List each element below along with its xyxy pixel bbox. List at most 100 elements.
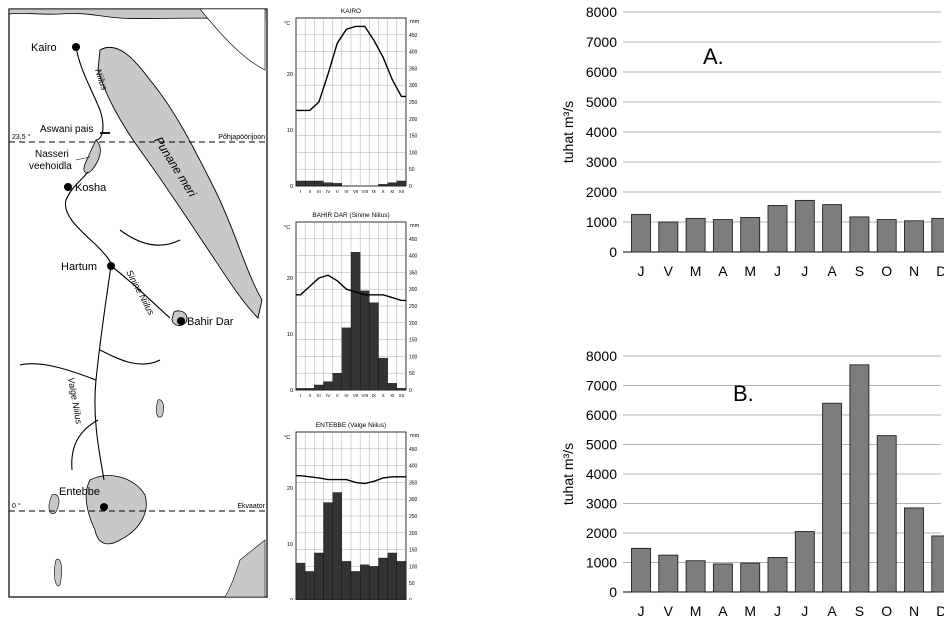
- climate-diagram-1: BAHIR DAR (Sinine Niilus)°C mm05010015020…: [284, 212, 420, 398]
- discharge-bar-1-3: [712, 563, 733, 593]
- climate-right-tick-0-3: 150: [409, 134, 418, 140]
- precip-bar-1-8: [369, 302, 379, 391]
- lake-nasser: [83, 139, 101, 174]
- climate-right-tick-1-0: 0: [409, 388, 412, 394]
- discharge-month-0-11: D: [936, 263, 944, 279]
- climate-right-tick-0-4: 200: [409, 117, 418, 123]
- precip-bar-0-2: [314, 180, 324, 187]
- discharge-ytick-1-3: 3000: [586, 496, 617, 512]
- nile-river-upper: [75, 46, 104, 141]
- precip-bar-0-10: [387, 182, 397, 187]
- climate-right-tick-1-3: 150: [409, 338, 418, 344]
- discharge-ytick-0-0: 0: [609, 244, 617, 260]
- climate-left-tick-0-1: 10: [287, 128, 293, 134]
- precip-bar-2-2: [314, 552, 324, 600]
- climate-right-tick-1-7: 350: [409, 270, 418, 276]
- climate-right-tick-1-1: 50: [409, 371, 415, 377]
- climate-month-1-9: X: [382, 393, 385, 398]
- discharge-month-1-4: M: [744, 603, 756, 619]
- discharge-bar-1-4: [740, 562, 761, 593]
- climate-title-1: BAHIR DAR (Sinine Niilus): [312, 212, 389, 219]
- discharge-bar-1-10: [904, 507, 924, 593]
- climate-left-tick-0-0: 0: [290, 184, 293, 190]
- discharge-bar-1-7: [822, 402, 843, 593]
- discharge-bar-1-6: [794, 531, 815, 593]
- temperature-line-2: [296, 474, 406, 485]
- climate-right-tick-2-3: 150: [409, 548, 418, 554]
- tropic-label: Põhjapöörijoon: [218, 134, 265, 141]
- discharge-bar-0-10: [904, 220, 924, 253]
- discharge-bar-1-9: [876, 435, 897, 593]
- discharge-bar-0-11: [931, 217, 944, 253]
- lake-victoria: [85, 475, 147, 545]
- discharge-bar-0-2: [685, 217, 706, 253]
- climate-right-tick-0-2: 100: [409, 150, 418, 156]
- precip-bar-2-6: [350, 571, 361, 600]
- city-label-3: Bahir Dar: [187, 316, 234, 328]
- climate-month-1-8: IX: [372, 393, 376, 398]
- discharge-month-1-7: A: [827, 603, 837, 619]
- climate-month-0-0: I: [300, 189, 301, 194]
- precip-bar-0-0: [295, 180, 306, 187]
- discharge-ytick-0-6: 6000: [586, 64, 617, 80]
- city-dot-1: [64, 183, 72, 191]
- climate-right-tick-2-5: 250: [409, 514, 418, 520]
- climate-right-tick-2-8: 400: [409, 464, 418, 470]
- precip-bar-1-0: [295, 388, 306, 391]
- discharge-month-1-1: V: [664, 603, 674, 619]
- discharge-month-0-1: V: [664, 263, 674, 279]
- discharge-bar-0-5: [767, 205, 788, 253]
- temperature-line-0: [296, 25, 406, 112]
- city-dot-0: [72, 43, 80, 51]
- precip-bar-2-3: [323, 502, 333, 600]
- discharge-ytick-0-7: 7000: [586, 34, 617, 50]
- discharge-bar-0-8: [849, 216, 870, 253]
- discharge-ytick-0-2: 2000: [586, 184, 617, 200]
- tropic-degree-label: 23,5 °: [12, 133, 31, 141]
- precip-bar-2-8: [369, 566, 379, 600]
- city-dot-3: [177, 317, 185, 325]
- precip-bar-1-1: [305, 388, 315, 391]
- climate-right-tick-1-5: 250: [409, 304, 418, 310]
- discharge-bar-1-5: [767, 557, 788, 593]
- climate-right-tick-0-5: 250: [409, 100, 418, 106]
- precip-bar-0-4: [332, 183, 342, 187]
- climate-month-1-7: VIII: [361, 393, 368, 398]
- discharge-month-0-2: M: [690, 263, 702, 279]
- aswan-label: Aswani pais: [40, 124, 93, 135]
- lake-small-3: [54, 558, 62, 587]
- climate-right-tick-2-7: 350: [409, 480, 418, 486]
- precip-bar-1-7: [360, 290, 370, 391]
- discharge-month-1-8: S: [855, 603, 864, 619]
- discharge-ytick-1-4: 4000: [586, 466, 617, 482]
- discharge-bar-0-7: [822, 204, 843, 253]
- discharge-bar-0-0: [631, 214, 651, 253]
- discharge-month-0-10: N: [909, 263, 919, 279]
- precip-bar-0-1: [305, 180, 315, 187]
- discharge-ylabel-0: tuhat m³/s: [560, 101, 576, 163]
- climate-right-unit-2: mm: [410, 433, 420, 439]
- climate-title-2: ENTEBBE (Valge Niilus): [316, 422, 386, 429]
- climate-left-tick-2-2: 20: [287, 486, 293, 492]
- discharge-title-1: B.: [733, 381, 754, 406]
- climate-right-tick-1-6: 300: [409, 287, 418, 293]
- discharge-bar-1-2: [685, 560, 706, 593]
- discharge-bar-0-3: [712, 219, 733, 253]
- equator-label: Ekvaator: [237, 503, 265, 510]
- precip-bar-1-4: [332, 373, 342, 391]
- tributary-west-2: [71, 419, 99, 471]
- discharge-chart-1: 0 1000 2000 3000 4000 5000 6000 7000 8000 tuhat m…: [560, 348, 944, 619]
- nile-river-middle: [64, 171, 112, 267]
- blue-nile-river: [110, 265, 171, 319]
- discharge-ytick-1-6: 6000: [586, 407, 617, 423]
- discharge-month-0-5: J: [774, 263, 781, 279]
- precip-bar-1-10: [387, 383, 397, 391]
- climate-month-0-3: IV: [326, 189, 330, 194]
- climate-month-1-10: XI: [390, 393, 394, 398]
- climate-diagram-2: ENTEBBE (Valge Niilus)°Cmm05010015020025…: [284, 422, 420, 600]
- temperature-line-1: [296, 274, 406, 302]
- discharge-month-1-10: N: [909, 603, 919, 619]
- climate-diagrams: KAIRO°C mm0501001502002503003504004500102…: [284, 8, 420, 600]
- discharge-ytick-1-2: 2000: [586, 525, 617, 541]
- climate-right-tick-2-4: 200: [409, 531, 418, 537]
